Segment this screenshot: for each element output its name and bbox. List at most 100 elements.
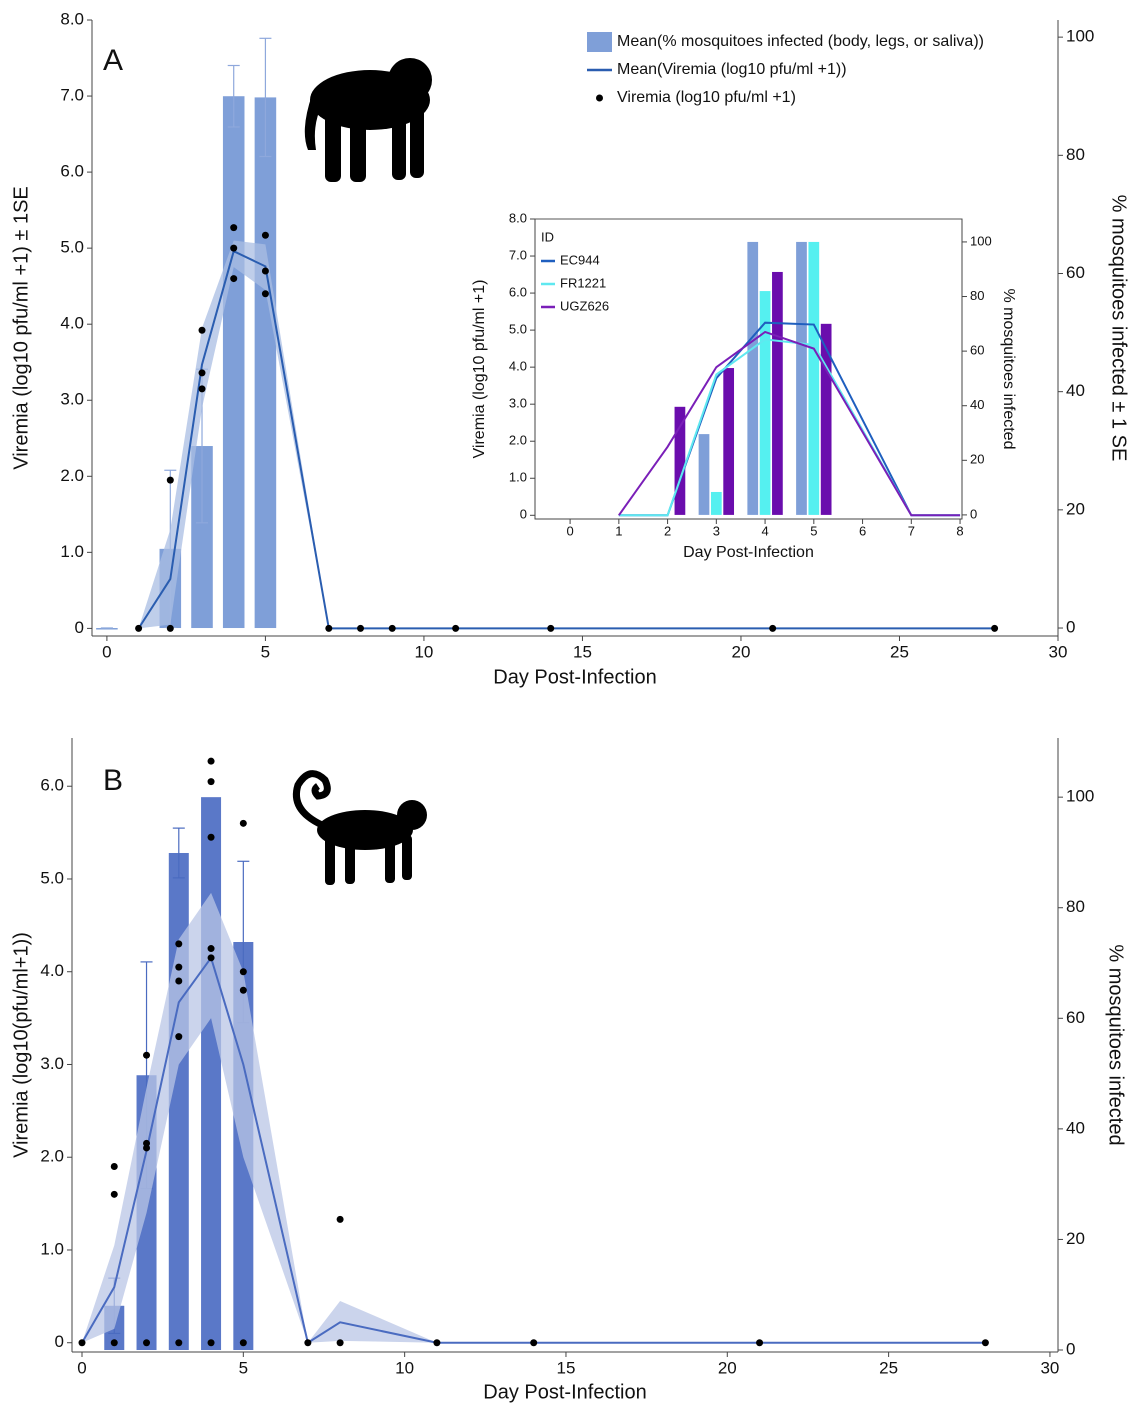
y-tick-label: 1.0 — [60, 542, 84, 561]
point — [304, 1339, 312, 1347]
legend-label: UGZ626 — [560, 298, 609, 313]
point — [198, 385, 206, 393]
bar — [820, 323, 832, 515]
panel-label: A — [103, 44, 123, 77]
point — [230, 244, 238, 252]
point — [166, 624, 174, 632]
y-tick-label: 3.0 — [509, 396, 527, 411]
x-tick-label: 5 — [239, 1358, 248, 1377]
y-tick-label: 5.0 — [60, 238, 84, 257]
y2-tick-label: 40 — [970, 397, 984, 412]
y-axis-title: Viremia (log10 pfu/ml +1) ± 1SE — [10, 186, 32, 470]
point — [336, 1215, 344, 1223]
point — [110, 1339, 118, 1347]
point — [78, 1339, 86, 1347]
y2-tick-label: 80 — [1066, 145, 1085, 164]
point — [325, 624, 333, 632]
point — [166, 476, 174, 484]
bar — [747, 241, 759, 515]
x-tick-label: 2 — [664, 523, 671, 538]
y2-tick-label: 100 — [1066, 787, 1094, 806]
point — [547, 624, 555, 632]
x-tick-label: 15 — [557, 1358, 576, 1377]
line — [618, 330, 961, 517]
panel-label: B — [103, 764, 123, 797]
ape-icon — [304, 58, 432, 182]
point — [207, 1339, 215, 1347]
y-tick-label: 6.0 — [40, 776, 64, 795]
bar — [796, 241, 807, 515]
y-tick-label: 1.0 — [509, 470, 527, 485]
x-tick-label: 10 — [395, 1358, 414, 1377]
point — [175, 1339, 183, 1347]
y-tick-label: 7.0 — [60, 86, 84, 105]
y2-tick-label: 0 — [1066, 618, 1075, 637]
x-tick-label: 25 — [890, 642, 909, 661]
x-tick-label: 30 — [1049, 642, 1068, 661]
y-tick-label: 1.0 — [40, 1239, 64, 1258]
x-tick-label: 0 — [566, 523, 573, 538]
y-axis-title: Viremia (log10 pfu/ml +1) — [471, 280, 488, 459]
y-tick-label: 2.0 — [60, 466, 84, 485]
y-tick-label: 6.0 — [509, 285, 527, 300]
y2-axis-title: % mosquitoes infected — [1105, 944, 1127, 1145]
y-tick-label: 4.0 — [40, 961, 64, 980]
point — [239, 1339, 247, 1347]
point — [239, 819, 247, 827]
y-tick-label: 5.0 — [40, 868, 64, 887]
point — [433, 1339, 441, 1347]
y2-axis-title: % mosquitoes infected ± 1 SE — [1108, 195, 1130, 462]
point — [135, 624, 143, 632]
y-tick-label: 4.0 — [509, 359, 527, 374]
monkey-icon — [293, 770, 427, 885]
point — [198, 326, 206, 334]
point — [175, 1033, 183, 1041]
point — [143, 1051, 151, 1059]
x-axis-title: Day Post-Infection — [493, 666, 656, 688]
point — [261, 267, 269, 275]
point — [530, 1339, 538, 1347]
y2-tick-label: 60 — [970, 343, 984, 358]
plot-0: 0 5 10 15 20 25 3001.02.03.04.05.06.07.08.0020… — [10, 9, 1129, 688]
bar — [698, 434, 710, 515]
bar — [772, 271, 783, 515]
x-tick-label: 5 — [261, 642, 270, 661]
y-tick-label: 0 — [520, 507, 527, 522]
plot-1: 0 1 2 3 4 5 6 7 801.02.03.04.05.06.07.08.0020406… — [471, 210, 1017, 561]
bar — [723, 368, 735, 515]
x-tick-label: 4 — [761, 523, 768, 538]
point — [230, 224, 238, 232]
x-axis-title: Day Post-Infection — [483, 1381, 646, 1403]
y2-tick-label: 20 — [1066, 1229, 1085, 1248]
point — [336, 1339, 344, 1347]
x-tick-label: 0 — [102, 642, 111, 661]
point — [110, 1163, 118, 1171]
point — [991, 624, 999, 632]
x-tick-label: 0 — [77, 1358, 86, 1377]
y-tick-label: 8.0 — [60, 9, 84, 28]
y2-tick-label: 0 — [970, 506, 977, 521]
point — [452, 624, 460, 632]
line — [81, 955, 986, 1345]
point — [143, 1339, 151, 1347]
y2-tick-label: 60 — [1066, 1008, 1085, 1027]
y-tick-label: 0 — [55, 1332, 64, 1351]
y2-tick-label: 0 — [1066, 1339, 1075, 1358]
bar — [674, 406, 686, 515]
y-tick-label: 2.0 — [40, 1147, 64, 1166]
bar — [201, 797, 222, 1351]
x-tick-label: 6 — [859, 523, 866, 538]
legend-swatch — [587, 32, 612, 52]
x-tick-label: 8 — [956, 523, 963, 538]
y-tick-label: 3.0 — [40, 1054, 64, 1073]
y-tick-label: 5.0 — [509, 322, 527, 337]
bar — [168, 852, 189, 1351]
x-tick-label: 5 — [810, 523, 817, 538]
x-tick-label: 10 — [414, 642, 433, 661]
y-tick-label: 3.0 — [60, 390, 84, 409]
y2-axis-title: % mosquitoes infected — [1000, 289, 1017, 450]
y2-tick-label: 80 — [970, 288, 984, 303]
